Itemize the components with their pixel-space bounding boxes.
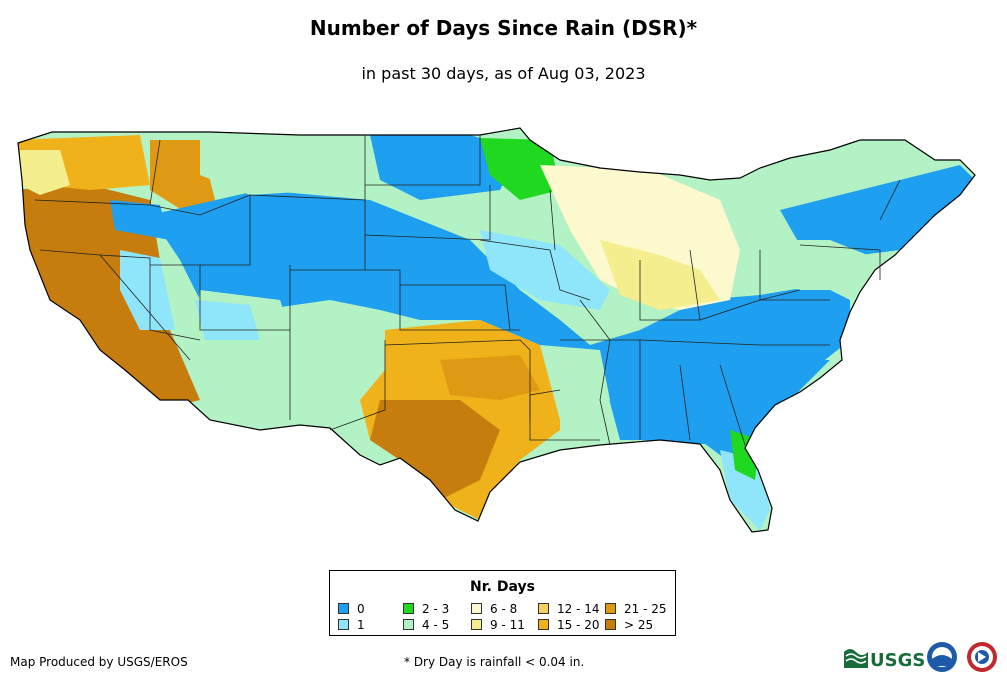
usgs-logo: USGS — [844, 649, 925, 671]
legend-label-1: 1 — [357, 618, 365, 632]
legend-swatch-5 — [471, 619, 482, 630]
page-title: Number of Days Since Rain (DSR)* — [309, 16, 698, 40]
legend-label-6: 12 - 14 — [557, 602, 600, 616]
state-boundaries — [34, 135, 901, 446]
legend-swatch-0 — [338, 603, 349, 614]
noaa-logo-icon — [927, 642, 957, 672]
credit-text: Map Produced by USGS/EROS — [10, 655, 188, 669]
legend-label-8: 21 - 25 — [624, 602, 667, 616]
legend-label-9: > 25 — [624, 618, 654, 632]
legend-label-3: 4 - 5 — [422, 618, 450, 632]
legend-swatch-8 — [605, 603, 616, 614]
legend-label-4: 6 - 8 — [490, 602, 518, 616]
legend-swatch-4 — [471, 603, 482, 614]
legend-label-0: 0 — [357, 602, 365, 616]
map-legend: Nr. Days 0 1 2 - 3 4 - 5 6 - 8 9 - 11 12… — [329, 570, 676, 636]
page-subtitle: in past 30 days, as of Aug 03, 2023 — [361, 64, 646, 83]
dry-day-note: * Dry Day is rainfall < 0.04 in. — [404, 655, 585, 669]
legend-title: Nr. Days — [470, 579, 535, 595]
legend-label-2: 2 - 3 — [422, 602, 450, 616]
us-outline — [17, 127, 976, 533]
map-fill — [18, 128, 975, 532]
legend-label-7: 15 - 20 — [557, 618, 600, 632]
legend-swatch-2 — [403, 603, 414, 614]
legend-swatch-7 — [538, 619, 549, 630]
legend-swatch-3 — [403, 619, 414, 630]
usgs-logo-text: USGS — [870, 650, 925, 671]
legend-swatch-6 — [538, 603, 549, 614]
legend-label-5: 9 - 11 — [490, 618, 525, 632]
nws-logo-icon — [967, 642, 997, 672]
legend-swatch-1 — [338, 619, 349, 630]
legend-swatch-9 — [605, 619, 616, 630]
agency-logos: USGS — [844, 642, 997, 672]
